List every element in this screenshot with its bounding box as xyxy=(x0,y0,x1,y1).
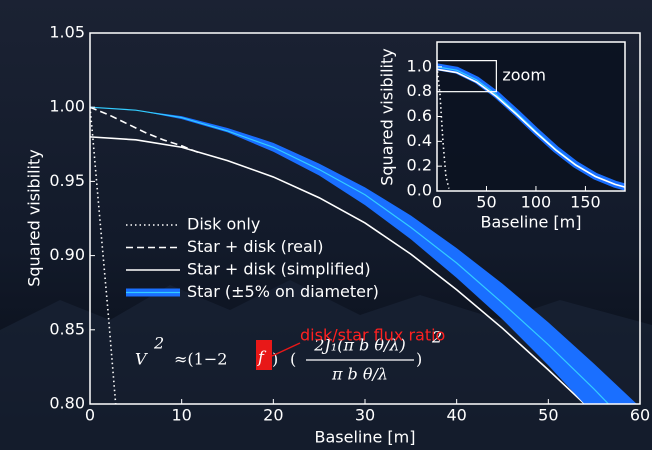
y-tick-label: 0.6 xyxy=(407,106,432,125)
paren-close: ) xyxy=(416,350,422,369)
legend-label: Star + disk (real) xyxy=(187,237,323,256)
y-axis-label: Squared visibility xyxy=(378,48,397,186)
formula-lhs: V xyxy=(135,350,148,369)
formula-approx: ≈(1−2 xyxy=(174,350,227,369)
x-axis-label: Baseline [m] xyxy=(481,213,582,232)
x-tick-label: 40 xyxy=(446,406,466,425)
x-tick-label: 50 xyxy=(538,406,558,425)
x-tick-label: 0 xyxy=(85,406,95,425)
x-tick-label: 10 xyxy=(171,406,191,425)
legend-label: Disk only xyxy=(187,215,260,234)
formula-close: ) xyxy=(272,350,278,369)
x-axis-label: Baseline [m] xyxy=(315,428,416,447)
paren-open: ( xyxy=(290,350,296,369)
formula-denominator: π b θ/λ xyxy=(331,365,388,384)
y-tick-label: 0.0 xyxy=(407,181,432,200)
x-tick-label: 60 xyxy=(630,406,650,425)
y-tick-label: 0.95 xyxy=(49,171,85,190)
y-tick-label: 1.05 xyxy=(49,23,85,42)
y-tick-label: 0.90 xyxy=(49,245,85,264)
y-tick-label: 0.4 xyxy=(407,131,432,150)
chart: 01020304050600.800.850.900.951.001.05Bas… xyxy=(0,0,652,450)
y-tick-label: 1.00 xyxy=(49,97,85,116)
y-tick-label: 1.0 xyxy=(407,56,432,75)
x-tick-label: 50 xyxy=(476,193,496,212)
x-tick-label: 150 xyxy=(570,193,601,212)
legend-label: Star + disk (simplified) xyxy=(187,260,371,279)
y-tick-label: 0.80 xyxy=(49,394,85,413)
zoom-label: zoom xyxy=(502,66,546,85)
inset-background xyxy=(437,42,625,191)
x-tick-label: 20 xyxy=(263,406,283,425)
y-tick-label: 0.2 xyxy=(407,156,432,175)
x-tick-label: 0 xyxy=(432,193,442,212)
y-tick-label: 0.85 xyxy=(49,319,85,338)
y-tick-label: 0.8 xyxy=(407,81,432,100)
formula-power: 2 xyxy=(153,334,164,353)
y-axis-label: Squared visibility xyxy=(25,149,44,287)
flux-label: disk/star flux ratio xyxy=(300,326,445,345)
x-tick-label: 100 xyxy=(521,193,552,212)
x-tick-label: 30 xyxy=(355,406,375,425)
legend-label: Star (±5% on diameter) xyxy=(187,282,379,301)
